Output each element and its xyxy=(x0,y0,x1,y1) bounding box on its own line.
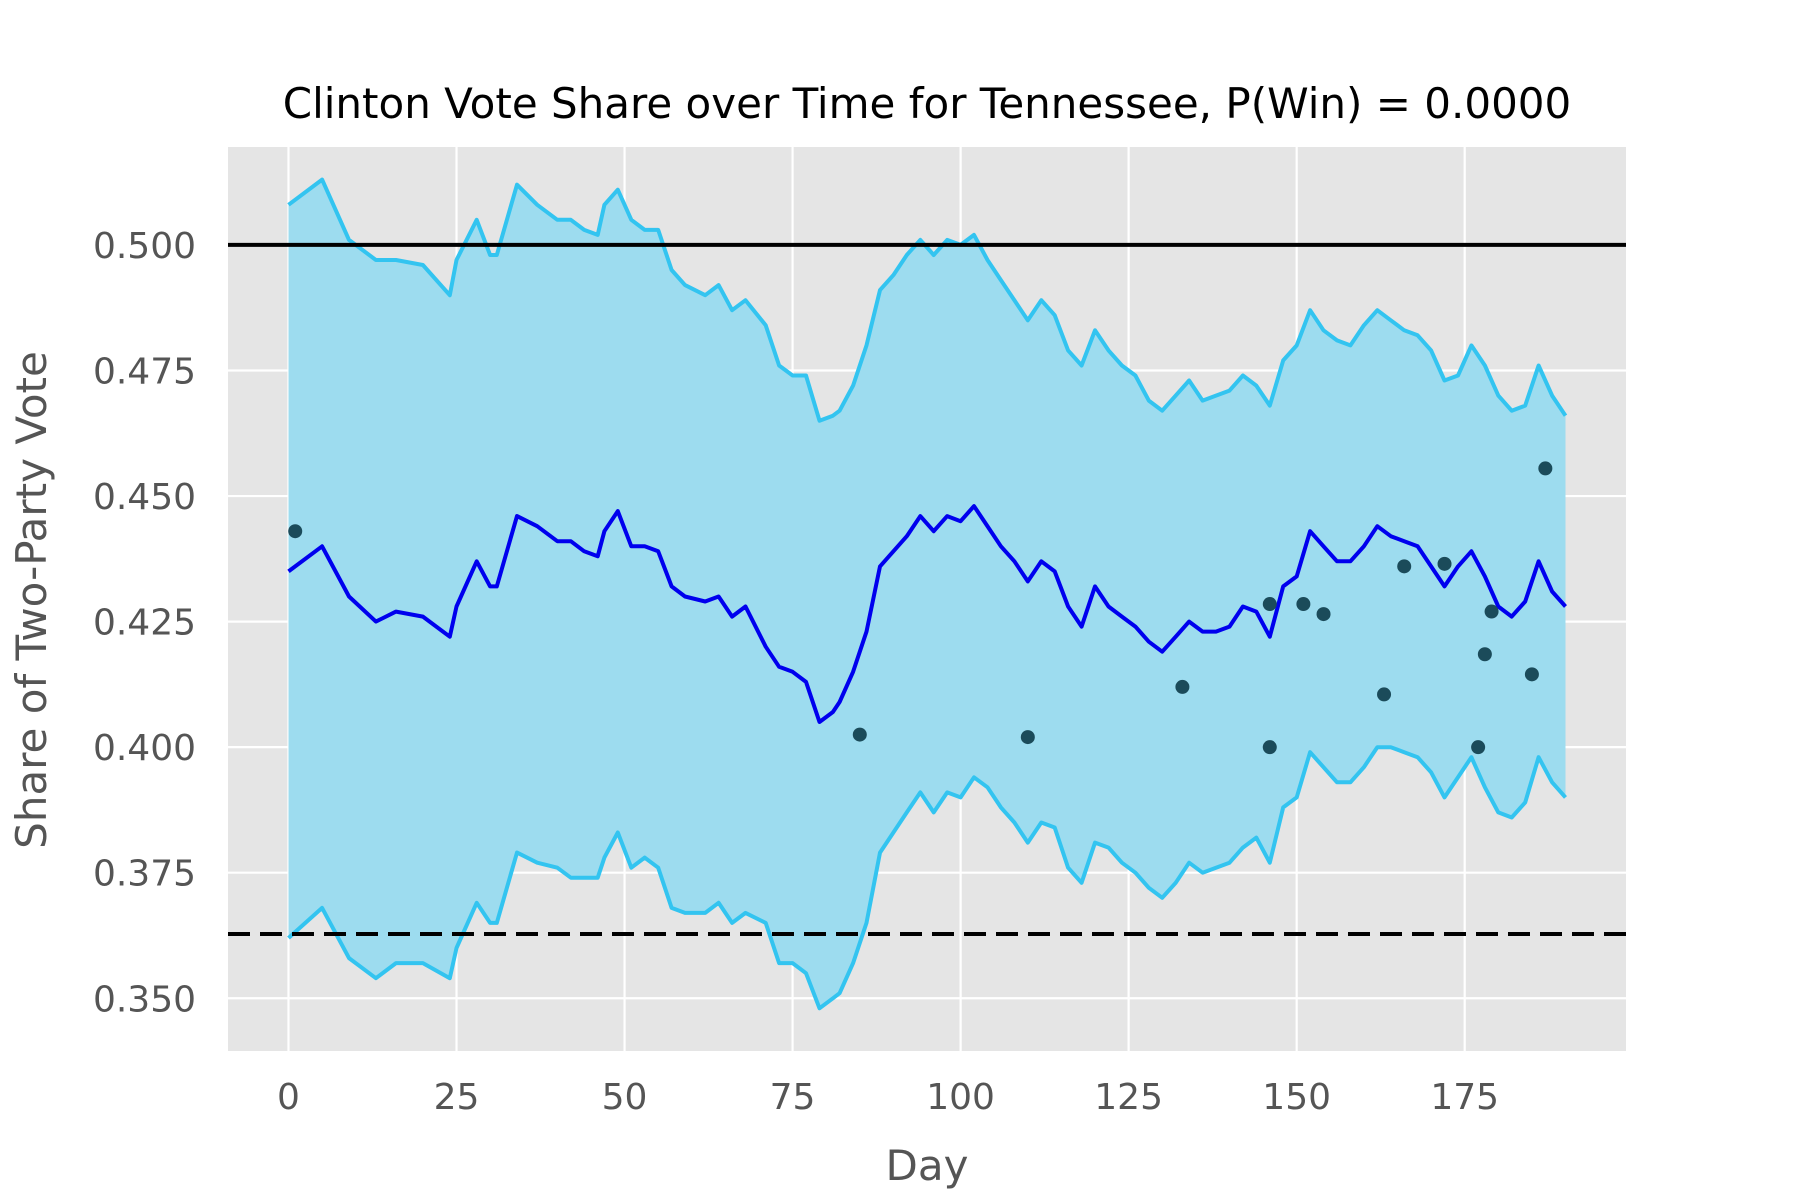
poll-points xyxy=(288,461,1553,755)
x-tick-label: 150 xyxy=(1262,1077,1331,1118)
band-upper-line xyxy=(287,177,1568,423)
poll-point xyxy=(1175,679,1190,694)
confidence-band xyxy=(287,177,1568,1011)
poll-point xyxy=(1020,730,1035,745)
poll-point xyxy=(288,524,303,539)
y-tick-label: 0.400 xyxy=(93,728,196,769)
chart-title: Clinton Vote Share over Time for Tenness… xyxy=(283,79,1571,128)
x-tick-label: 25 xyxy=(434,1077,480,1118)
x-tick-label: 50 xyxy=(602,1077,648,1118)
poll-point xyxy=(1524,667,1539,682)
series-layer xyxy=(287,504,1567,724)
band-lower-line xyxy=(287,745,1567,1011)
x-axis-label: Day xyxy=(886,1141,969,1190)
x-tick-label: 75 xyxy=(770,1077,816,1118)
poll-point xyxy=(1296,597,1311,612)
y-tick-label: 0.475 xyxy=(93,351,196,392)
x-tick-label: 125 xyxy=(1094,1077,1163,1118)
poll-point xyxy=(1262,597,1277,612)
y-tick-label: 0.350 xyxy=(93,979,196,1020)
reference-lines xyxy=(228,242,1626,936)
poll-point xyxy=(1397,559,1412,574)
mean-line xyxy=(287,504,1567,724)
y-axis-label: Share of Two-Party Vote xyxy=(7,351,56,849)
x-tick-label: 0 xyxy=(277,1077,300,1118)
poll-point xyxy=(1262,740,1277,755)
poll-point xyxy=(1377,687,1392,702)
y-tick-label: 0.500 xyxy=(93,226,196,267)
poll-point xyxy=(1316,607,1331,622)
poll-point xyxy=(852,727,867,742)
band-fill xyxy=(288,179,1566,1009)
x-tick-label: 175 xyxy=(1430,1077,1499,1118)
y-axis-ticks: 0.350 0.375 0.400 0.425 0.450 0.475 0.500 xyxy=(93,226,196,1020)
poll-point xyxy=(1538,461,1553,476)
poll-point xyxy=(1437,556,1452,571)
poll-point xyxy=(1471,740,1486,755)
poll-point xyxy=(1484,604,1499,619)
y-tick-label: 0.450 xyxy=(93,477,196,518)
poll-point xyxy=(1477,647,1492,662)
y-tick-label: 0.425 xyxy=(93,603,196,644)
x-axis-ticks: 0 25 50 75 100 125 150 175 xyxy=(277,1077,1499,1118)
y-tick-label: 0.375 xyxy=(93,854,196,895)
x-tick-label: 100 xyxy=(926,1077,995,1118)
